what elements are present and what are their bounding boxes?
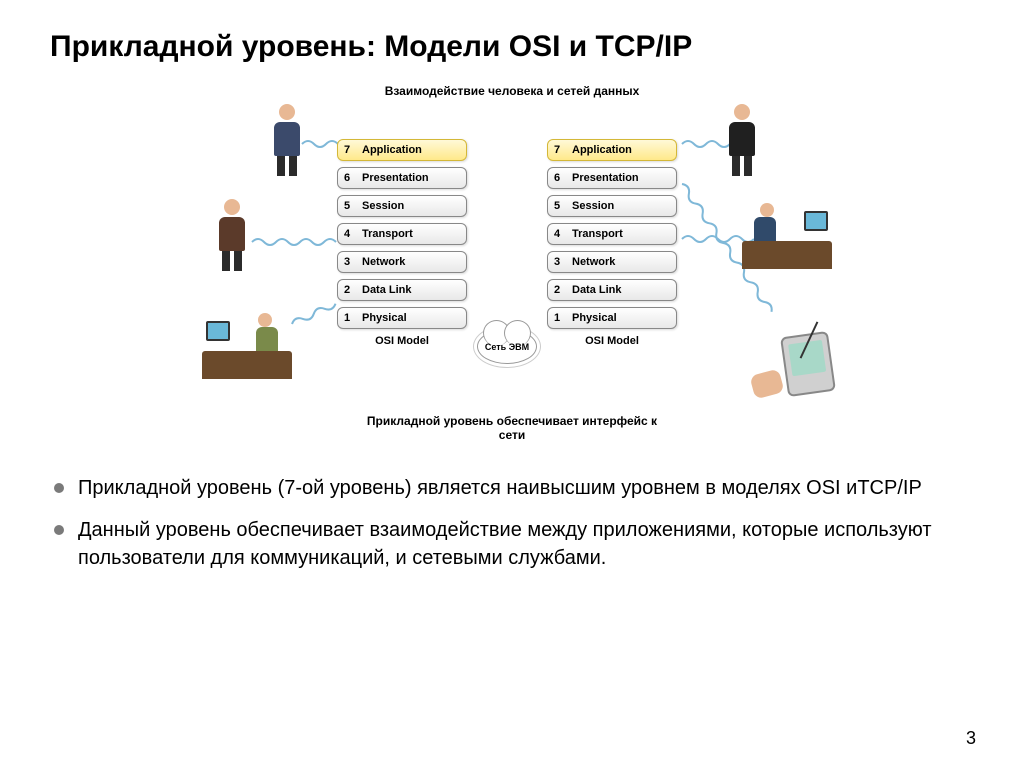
osi-stack-left: 7Application 6Presentation 5Session 4Tra… — [337, 139, 467, 347]
layer-transport: 4Transport — [547, 223, 677, 245]
layer-session: 5Session — [337, 195, 467, 217]
person-icon — [267, 104, 307, 174]
bullet-item: Прикладной уровень (7-ой уровень) являет… — [50, 474, 974, 502]
layer-session: 5Session — [547, 195, 677, 217]
desk-person-icon — [202, 309, 292, 379]
stack-label-right: OSI Model — [547, 335, 677, 347]
person-icon — [722, 104, 762, 174]
bullet-list: Прикладной уровень (7-ой уровень) являет… — [50, 474, 974, 572]
diagram-subtitle: Прикладной уровень обеспечивает интерфей… — [362, 414, 662, 442]
layer-physical: 1Physical — [547, 307, 677, 329]
layer-physical: 1Physical — [337, 307, 467, 329]
person-icon — [212, 199, 252, 269]
page-title: Прикладной уровень: Модели OSI и TCP/IP — [50, 30, 974, 64]
network-cloud: Сеть ЭВМ — [477, 329, 537, 364]
layer-datalink: 2Data Link — [337, 279, 467, 301]
layer-datalink: 2Data Link — [547, 279, 677, 301]
desk-person-icon — [742, 199, 832, 269]
pda-icon — [752, 334, 832, 404]
page-number: 3 — [966, 728, 976, 749]
layer-application: 7Application — [547, 139, 677, 161]
osi-stack-right: 7Application 6Presentation 5Session 4Tra… — [547, 139, 677, 347]
bullet-item: Данный уровень обеспечивает взаимодейств… — [50, 516, 974, 572]
layer-transport: 4Transport — [337, 223, 467, 245]
layer-application: 7Application — [337, 139, 467, 161]
layer-network: 3Network — [547, 251, 677, 273]
layer-network: 3Network — [337, 251, 467, 273]
layer-presentation: 6Presentation — [337, 167, 467, 189]
layer-presentation: 6Presentation — [547, 167, 677, 189]
osi-diagram: Взаимодействие человека и сетей данных 7… — [152, 84, 872, 454]
stack-label-left: OSI Model — [337, 335, 467, 347]
